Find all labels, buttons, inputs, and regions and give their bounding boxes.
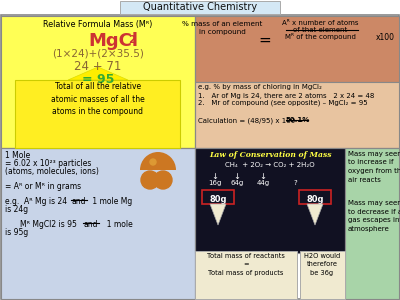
FancyBboxPatch shape	[195, 251, 297, 299]
Text: is 24g: is 24g	[5, 205, 28, 214]
Text: Mᴿ of the compound: Mᴿ of the compound	[284, 33, 356, 40]
FancyBboxPatch shape	[300, 251, 345, 299]
Text: x100: x100	[376, 33, 394, 42]
Text: Aᴿ x number of atoms: Aᴿ x number of atoms	[282, 20, 358, 26]
Text: 64g: 64g	[230, 180, 244, 186]
FancyBboxPatch shape	[195, 82, 399, 148]
Text: in compound: in compound	[198, 29, 246, 35]
FancyBboxPatch shape	[1, 148, 195, 299]
Text: and: and	[71, 197, 86, 206]
Text: = 95: = 95	[82, 73, 114, 86]
Text: 80g: 80g	[306, 195, 324, 204]
Text: is 95g: is 95g	[5, 228, 28, 237]
Text: Relative Formula Mass (Mᴿ): Relative Formula Mass (Mᴿ)	[43, 20, 153, 29]
Text: =: =	[259, 33, 271, 48]
Text: Calculation = (48/95) x 100 =: Calculation = (48/95) x 100 =	[198, 117, 306, 124]
Circle shape	[141, 171, 159, 189]
Text: % mass of an element: % mass of an element	[182, 21, 262, 27]
Text: 50.1%: 50.1%	[286, 117, 310, 123]
Circle shape	[154, 171, 172, 189]
FancyBboxPatch shape	[299, 190, 331, 204]
FancyBboxPatch shape	[1, 15, 399, 299]
Text: 1 mole Mg: 1 mole Mg	[90, 197, 132, 206]
Text: ↓: ↓	[234, 172, 240, 181]
FancyBboxPatch shape	[195, 148, 345, 253]
Polygon shape	[210, 204, 226, 225]
Text: (atoms, molecules, ions): (atoms, molecules, ions)	[5, 167, 99, 176]
FancyBboxPatch shape	[195, 16, 399, 82]
Text: 80g: 80g	[209, 195, 227, 204]
FancyBboxPatch shape	[1, 16, 195, 148]
Text: e.g.  Aᴿ Mg is 24: e.g. Aᴿ Mg is 24	[5, 197, 70, 206]
FancyBboxPatch shape	[345, 148, 399, 299]
Polygon shape	[68, 67, 128, 80]
Text: Mass may seem
to decrease if a
gas escapes into
atmosphere: Mass may seem to decrease if a gas escap…	[348, 200, 400, 232]
Text: 16g: 16g	[208, 180, 222, 186]
Text: 2: 2	[128, 35, 135, 45]
FancyBboxPatch shape	[120, 1, 280, 14]
Text: MgCl: MgCl	[88, 32, 138, 50]
Circle shape	[150, 159, 156, 165]
Polygon shape	[307, 204, 323, 225]
Text: of that element: of that element	[293, 27, 347, 33]
Text: 2.   Mr of compound (see opposite) – MgCl₂ = 95: 2. Mr of compound (see opposite) – MgCl₂…	[198, 100, 368, 106]
Text: H2O would
therefore
be 36g: H2O would therefore be 36g	[304, 253, 340, 276]
FancyBboxPatch shape	[15, 80, 180, 148]
Text: Total mass of reactants
=
Total mass of products: Total mass of reactants = Total mass of …	[207, 253, 285, 276]
Text: ↓: ↓	[260, 172, 266, 181]
Text: 1 mole: 1 mole	[102, 220, 133, 229]
Text: Quantitative Chemistry: Quantitative Chemistry	[143, 2, 257, 13]
Text: Total of all the relative
atomic masses of all the
atoms in the compound: Total of all the relative atomic masses …	[51, 82, 145, 116]
Text: = Aᴿ or Mᴿ in grams: = Aᴿ or Mᴿ in grams	[5, 182, 81, 191]
Text: ?: ?	[293, 180, 297, 186]
Text: CH₄  + 2O₂ → CO₂ + 2H₂O: CH₄ + 2O₂ → CO₂ + 2H₂O	[225, 162, 315, 168]
Text: e.g. % by mass of chloring in MgCl₂: e.g. % by mass of chloring in MgCl₂	[198, 84, 322, 90]
Text: 1.   Ar of Mg is 24, there are 2 atoms   2 x 24 = 48: 1. Ar of Mg is 24, there are 2 atoms 2 x…	[198, 93, 374, 99]
Text: (1×24)+(2×35.5): (1×24)+(2×35.5)	[52, 48, 144, 58]
Text: and: and	[83, 220, 98, 229]
Text: Mᴿ MgCl2 is 95: Mᴿ MgCl2 is 95	[20, 220, 79, 229]
Text: 1 Mole: 1 Mole	[5, 151, 30, 160]
FancyBboxPatch shape	[202, 190, 234, 204]
Text: 44g: 44g	[256, 180, 270, 186]
Wedge shape	[140, 152, 176, 170]
Text: ↓: ↓	[212, 172, 218, 181]
Text: Mass may seem
to increase if
oxygen from the
air reacts: Mass may seem to increase if oxygen from…	[348, 151, 400, 182]
Text: 24 + 71: 24 + 71	[74, 60, 122, 73]
Text: Law of Conservation of Mass: Law of Conservation of Mass	[209, 151, 331, 159]
Text: = 6.02 x 10²³ particles: = 6.02 x 10²³ particles	[5, 159, 91, 168]
